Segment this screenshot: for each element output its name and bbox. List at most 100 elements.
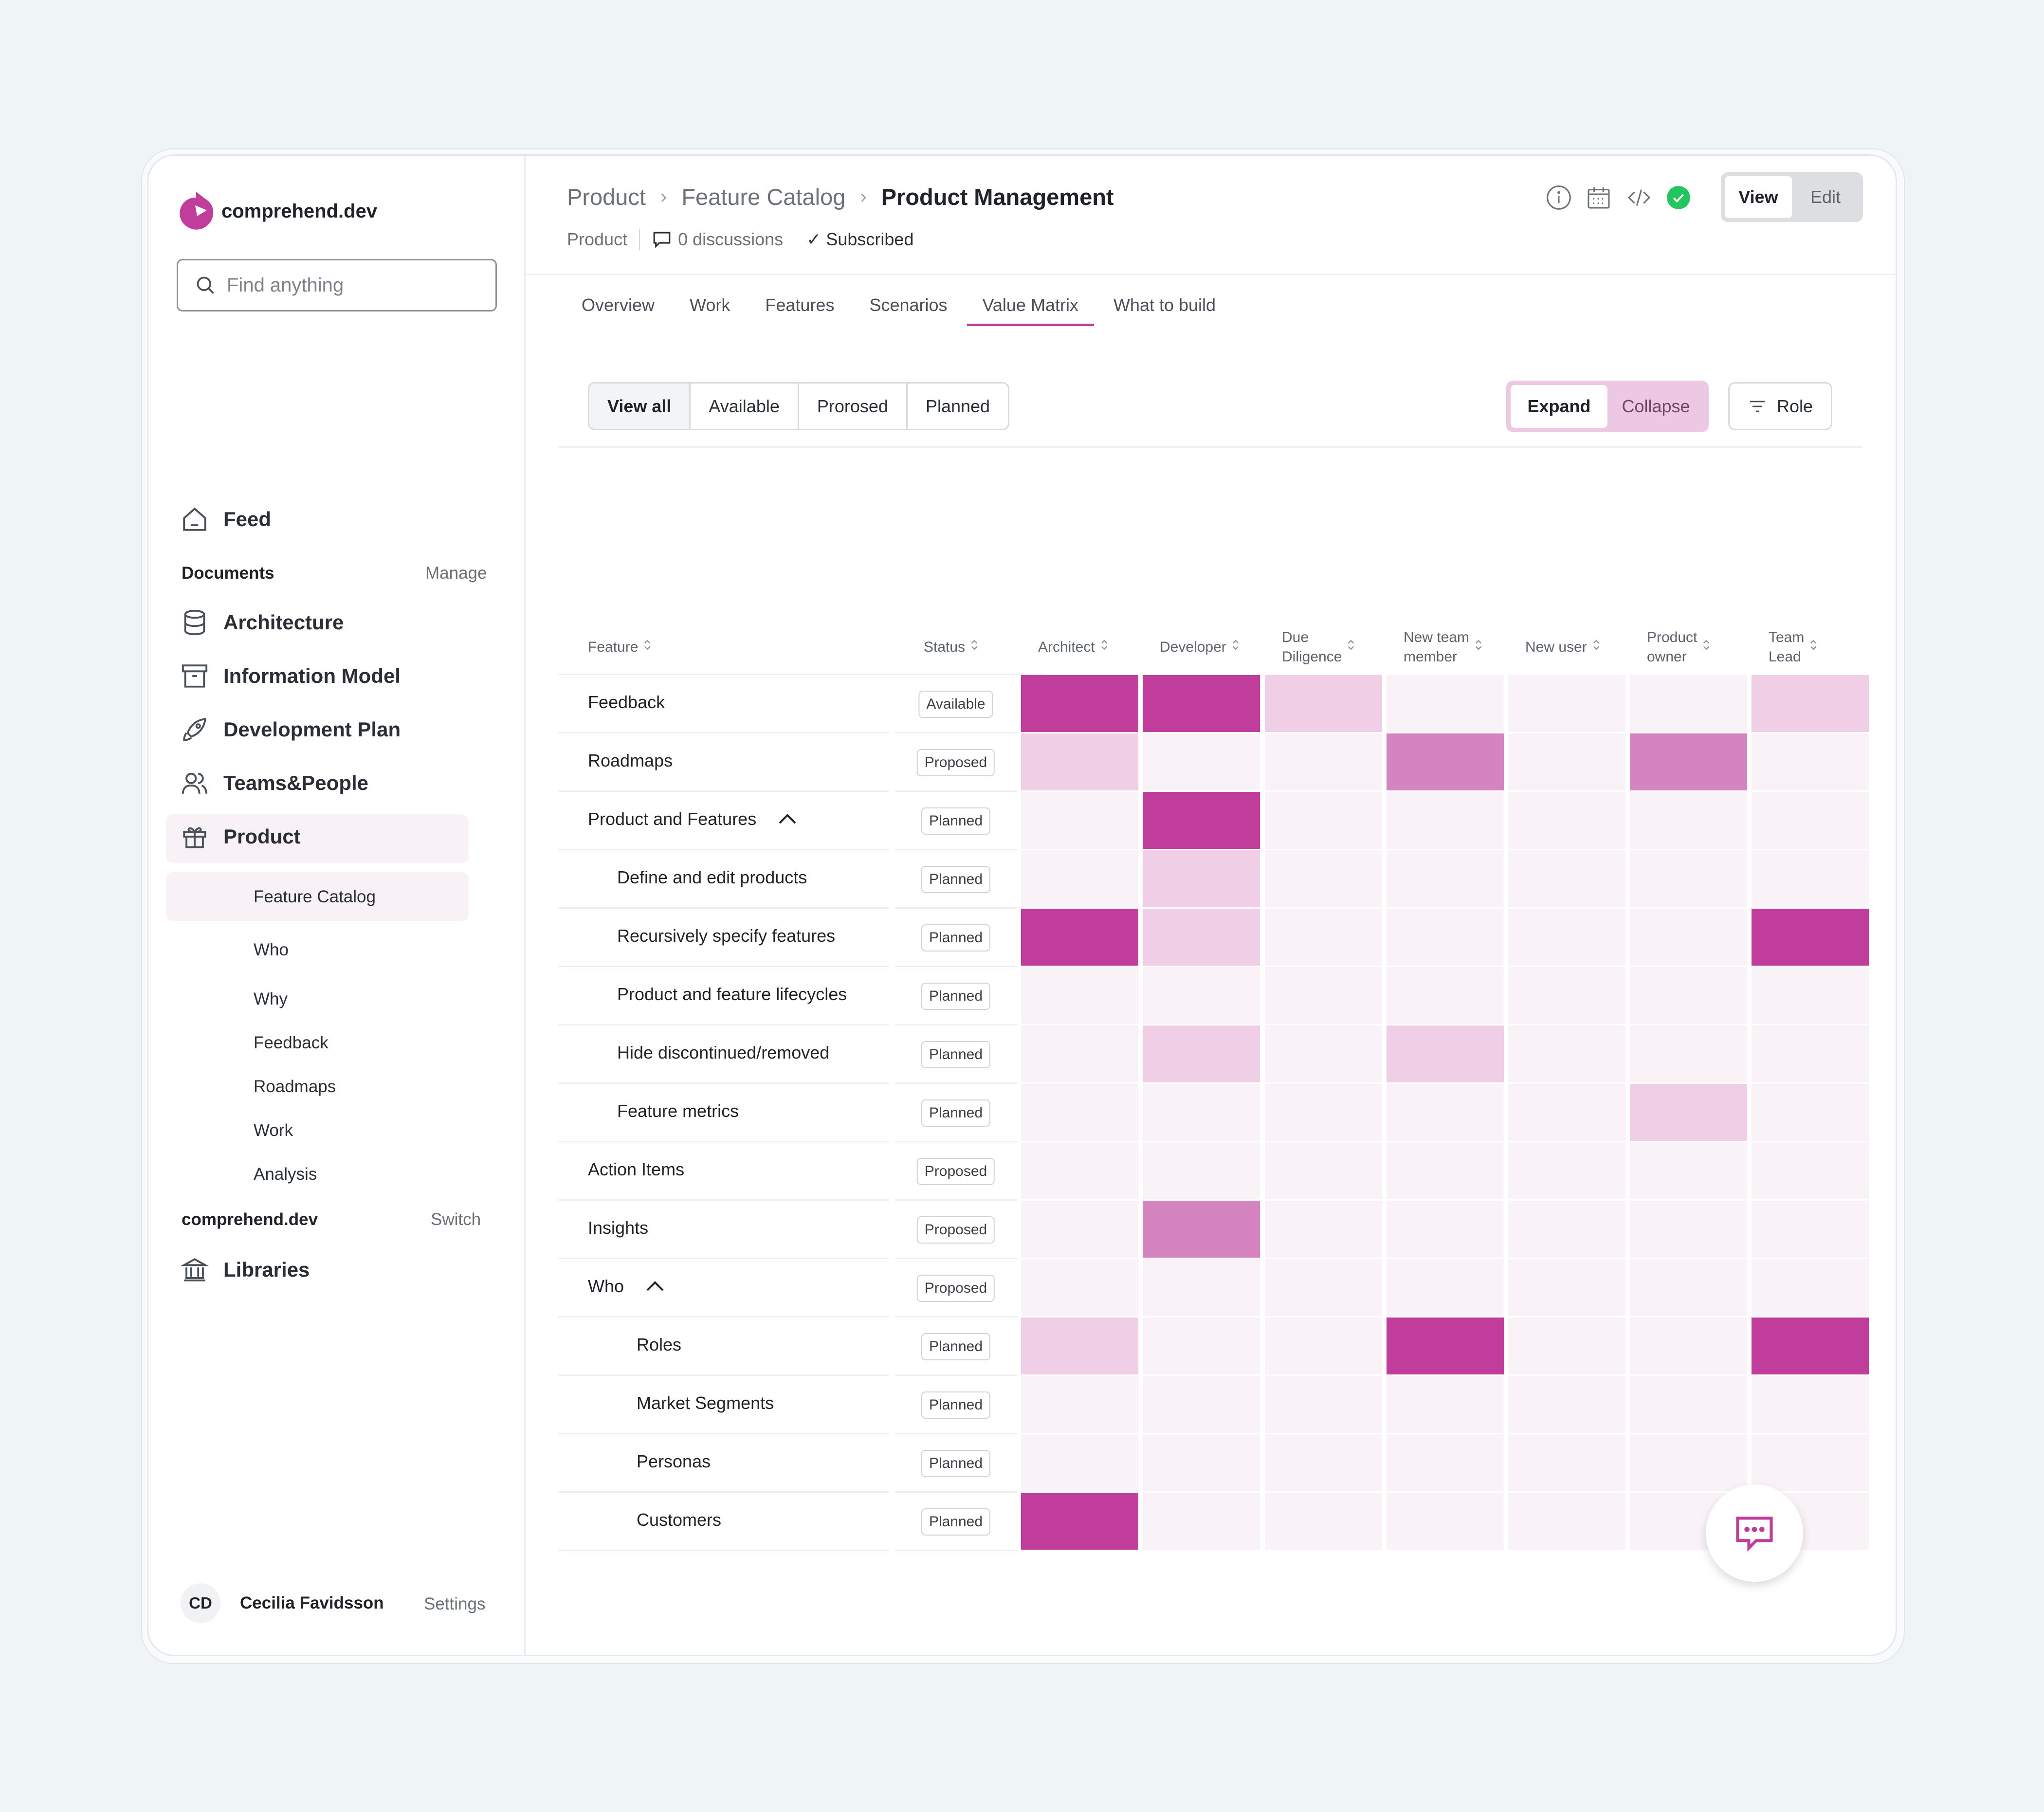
chevron-up-icon[interactable] bbox=[778, 813, 797, 825]
feature-name[interactable]: Customers bbox=[637, 1510, 721, 1530]
value-cell[interactable] bbox=[1021, 1259, 1138, 1316]
value-cell[interactable] bbox=[1021, 967, 1138, 1024]
value-cell[interactable] bbox=[1630, 967, 1747, 1024]
filter-view-all[interactable]: View all bbox=[589, 384, 691, 429]
value-cell[interactable] bbox=[1143, 909, 1260, 966]
value-cell[interactable] bbox=[1508, 1025, 1625, 1082]
value-cell[interactable] bbox=[1508, 733, 1625, 790]
value-cell[interactable] bbox=[1508, 1201, 1625, 1258]
value-cell[interactable] bbox=[1752, 1201, 1869, 1258]
value-cell[interactable] bbox=[1508, 675, 1625, 732]
sidebar-item-development-plan[interactable]: Development Plan bbox=[181, 715, 401, 744]
value-cell[interactable] bbox=[1143, 1493, 1260, 1550]
value-cell[interactable] bbox=[1265, 1318, 1382, 1374]
code-icon[interactable] bbox=[1625, 184, 1653, 211]
value-cell[interactable] bbox=[1143, 1259, 1260, 1316]
sidebar-subitem-roadmaps[interactable]: Roadmaps bbox=[254, 1077, 336, 1096]
value-cell[interactable] bbox=[1387, 1259, 1504, 1316]
sidebar-subitem-work[interactable]: Work bbox=[254, 1121, 293, 1140]
sidebar-subitem-feature-catalog[interactable]: Feature Catalog bbox=[254, 887, 376, 906]
value-cell[interactable] bbox=[1021, 1201, 1138, 1258]
role-filter-button[interactable]: Role bbox=[1728, 382, 1832, 430]
tab-what-to-build[interactable]: What to build bbox=[1113, 295, 1216, 315]
value-cell[interactable] bbox=[1387, 733, 1504, 790]
value-cell[interactable] bbox=[1265, 1025, 1382, 1082]
chat-button[interactable] bbox=[1706, 1484, 1803, 1582]
value-cell[interactable] bbox=[1630, 909, 1747, 966]
info-icon[interactable] bbox=[1545, 184, 1572, 211]
value-cell[interactable] bbox=[1630, 1318, 1747, 1374]
column-header-role[interactable]: New team member bbox=[1404, 628, 1483, 667]
breadcrumb-product[interactable]: Product bbox=[567, 184, 646, 210]
value-cell[interactable] bbox=[1143, 967, 1260, 1024]
value-cell[interactable] bbox=[1265, 792, 1382, 849]
value-cell[interactable] bbox=[1021, 909, 1138, 966]
feature-name[interactable]: Recursively specify features bbox=[617, 926, 835, 946]
value-cell[interactable] bbox=[1387, 1318, 1504, 1374]
sidebar-item-architecture[interactable]: Architecture bbox=[181, 608, 344, 637]
value-cell[interactable] bbox=[1508, 1142, 1625, 1199]
feature-name[interactable]: Action Items bbox=[588, 1159, 684, 1180]
value-cell[interactable] bbox=[1143, 675, 1260, 732]
tab-scenarios[interactable]: Scenarios bbox=[869, 295, 948, 315]
value-cell[interactable] bbox=[1508, 1376, 1625, 1433]
value-cell[interactable] bbox=[1630, 850, 1747, 907]
sidebar-item-libraries[interactable]: Libraries bbox=[181, 1256, 310, 1284]
value-cell[interactable] bbox=[1265, 1142, 1382, 1199]
value-cell[interactable] bbox=[1630, 1259, 1747, 1316]
value-cell[interactable] bbox=[1143, 1318, 1260, 1374]
sidebar-item-teams-people[interactable]: Teams&People bbox=[181, 769, 368, 797]
value-cell[interactable] bbox=[1508, 850, 1625, 907]
value-cell[interactable] bbox=[1508, 1084, 1625, 1141]
value-cell[interactable] bbox=[1021, 1434, 1138, 1491]
sidebar-subitem-why[interactable]: Why bbox=[254, 989, 288, 1008]
value-cell[interactable] bbox=[1387, 1025, 1504, 1082]
value-cell[interactable] bbox=[1630, 1376, 1747, 1433]
value-cell[interactable] bbox=[1752, 909, 1869, 966]
column-header-status[interactable]: Status bbox=[924, 638, 979, 657]
column-header-role[interactable]: Team Lead bbox=[1769, 628, 1818, 667]
value-cell[interactable] bbox=[1508, 792, 1625, 849]
value-cell[interactable] bbox=[1021, 1318, 1138, 1374]
value-cell[interactable] bbox=[1387, 1201, 1504, 1258]
value-cell[interactable] bbox=[1752, 792, 1869, 849]
sidebar-subitem-feedback[interactable]: Feedback bbox=[254, 1033, 328, 1052]
expand-button[interactable]: Expand bbox=[1511, 385, 1607, 428]
value-cell[interactable] bbox=[1387, 850, 1504, 907]
view-button[interactable]: View bbox=[1725, 176, 1792, 218]
value-cell[interactable] bbox=[1143, 1142, 1260, 1199]
feature-name[interactable]: Personas bbox=[637, 1451, 711, 1472]
user-profile[interactable]: CD Cecilia Favidsson bbox=[181, 1583, 384, 1623]
feature-name[interactable]: Define and edit products bbox=[617, 867, 807, 888]
column-header-role[interactable]: Architect bbox=[1038, 638, 1109, 657]
value-cell[interactable] bbox=[1021, 1142, 1138, 1199]
value-cell[interactable] bbox=[1265, 675, 1382, 732]
feature-name[interactable]: Feedback bbox=[588, 692, 665, 713]
value-cell[interactable] bbox=[1265, 1084, 1382, 1141]
status-check-icon[interactable] bbox=[1666, 185, 1691, 210]
value-cell[interactable] bbox=[1387, 1142, 1504, 1199]
sidebar-item-product[interactable]: Product bbox=[181, 823, 301, 851]
column-header-role[interactable]: New user bbox=[1525, 638, 1601, 657]
value-cell[interactable] bbox=[1630, 1142, 1747, 1199]
chevron-up-icon[interactable] bbox=[645, 1281, 665, 1292]
value-cell[interactable] bbox=[1265, 1493, 1382, 1550]
value-cell[interactable] bbox=[1387, 1376, 1504, 1433]
brand[interactable]: comprehend.dev bbox=[177, 191, 377, 232]
value-cell[interactable] bbox=[1387, 675, 1504, 732]
feature-name[interactable]: Roadmaps bbox=[588, 750, 673, 771]
value-cell[interactable] bbox=[1752, 850, 1869, 907]
settings-link[interactable]: Settings bbox=[424, 1594, 486, 1613]
value-cell[interactable] bbox=[1508, 909, 1625, 966]
tab-value-matrix[interactable]: Value Matrix bbox=[967, 295, 1095, 326]
value-cell[interactable] bbox=[1265, 1376, 1382, 1433]
column-header-role[interactable]: Product owner bbox=[1647, 628, 1711, 667]
value-cell[interactable] bbox=[1143, 733, 1260, 790]
breadcrumb-feature-catalog[interactable]: Feature Catalog bbox=[681, 184, 846, 210]
tab-overview[interactable]: Overview bbox=[582, 295, 655, 315]
discussions-link[interactable]: 0 discussions bbox=[652, 229, 783, 250]
value-cell[interactable] bbox=[1752, 675, 1869, 732]
feature-name[interactable]: Product and feature lifecycles bbox=[617, 984, 847, 1005]
value-cell[interactable] bbox=[1630, 1201, 1747, 1258]
value-cell[interactable] bbox=[1021, 675, 1138, 732]
